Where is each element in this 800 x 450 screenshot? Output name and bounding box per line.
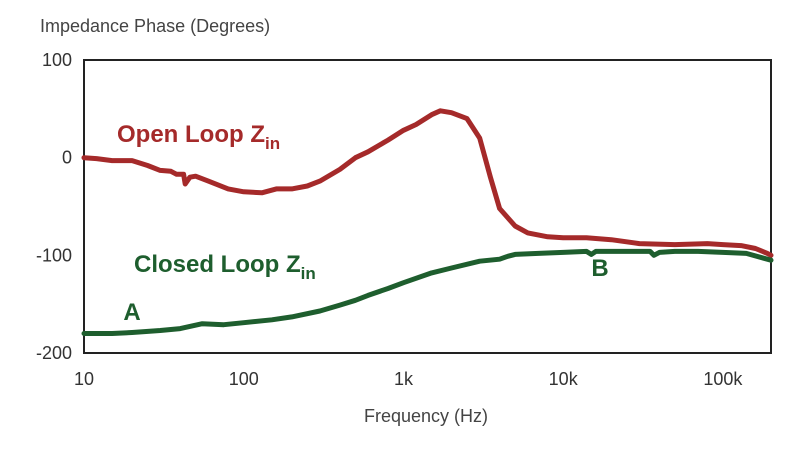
series-label-open-loop: Open Loop Zin [117, 121, 280, 153]
y-tick-label: 100 [42, 50, 72, 70]
y-tick-labels: 100 0 -100 -200 [36, 50, 72, 363]
x-axis-title: Frequency (Hz) [364, 406, 488, 426]
x-tick-labels: 10 100 1k 10k 100k [74, 369, 743, 389]
annotation-b: B [591, 255, 608, 282]
x-tick-label: 1k [394, 369, 414, 389]
open-loop-line [81, 108, 774, 258]
y-axis-title: Impedance Phase (Degrees) [40, 16, 270, 36]
series-lines [81, 108, 774, 336]
series-label-closed-loop: Closed Loop Zin [134, 251, 316, 283]
y-tick-label: 0 [62, 148, 72, 168]
x-tick-label: 10k [549, 369, 579, 389]
series-label-closed-loop-name: Closed Loop Z [134, 251, 301, 278]
annotation-labels: AB [123, 255, 608, 326]
plot-frame [83, 59, 772, 354]
x-tick-label: 100 [229, 369, 259, 389]
y-tick-label: -200 [36, 343, 72, 363]
x-tick-label: 10 [74, 369, 94, 389]
x-tick-label: 100k [703, 369, 743, 389]
series-label-open-loop-name: Open Loop Z [117, 121, 265, 148]
closed-loop-line [81, 248, 774, 336]
series-label-open-loop-subscript: in [265, 134, 280, 153]
y-tick-label: -100 [36, 245, 72, 265]
annotation-a: A [123, 299, 140, 326]
series-label-closed-loop-subscript: in [301, 264, 316, 283]
